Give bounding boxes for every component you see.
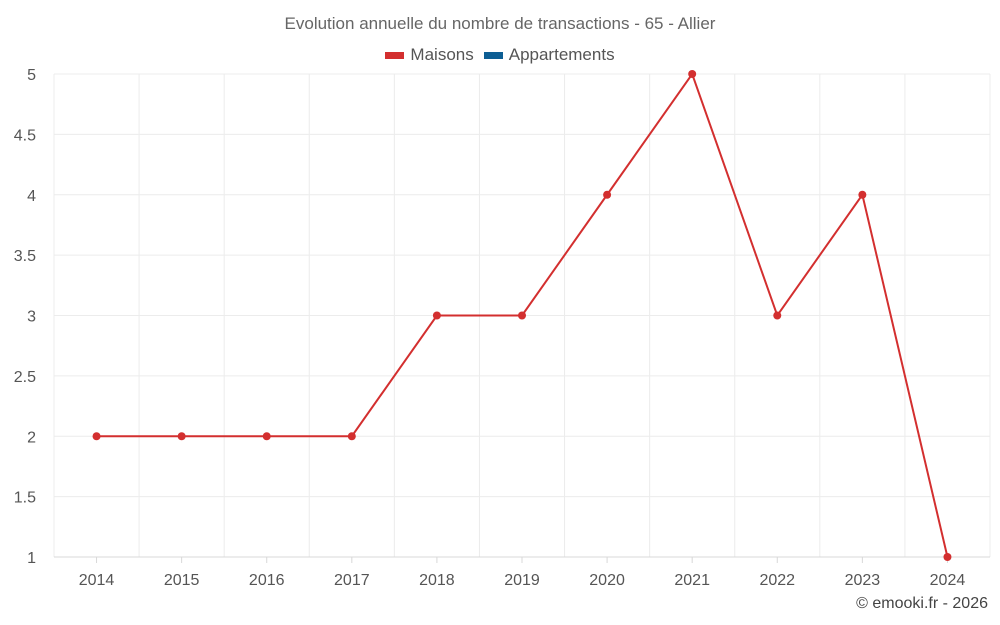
data-point bbox=[603, 190, 612, 199]
legend-label-appartements: Appartements bbox=[508, 45, 615, 64]
legend-swatch-appartements bbox=[483, 51, 503, 59]
y-tick-label: 2.5 bbox=[14, 369, 36, 386]
data-point bbox=[262, 432, 271, 441]
y-tick-label: 2 bbox=[27, 429, 36, 446]
y-tick-label: 5 bbox=[27, 67, 36, 84]
x-tick-label: 2023 bbox=[845, 572, 881, 589]
data-point bbox=[518, 311, 526, 320]
legend-item-maisons[interactable]: Maisons bbox=[385, 45, 474, 65]
x-tick-label: 2016 bbox=[249, 572, 285, 589]
legend: Maisons Appartements bbox=[0, 45, 1000, 65]
copyright-footer: © emooki.fr - 2026 bbox=[856, 595, 988, 612]
chart-title: Evolution annuelle du nombre de transact… bbox=[284, 14, 716, 33]
legend-swatch-maisons bbox=[385, 51, 405, 59]
y-tick-label: 1 bbox=[27, 550, 36, 567]
legend-label-maisons: Maisons bbox=[410, 45, 474, 64]
x-tick-label: 2019 bbox=[504, 572, 540, 589]
y-tick-label: 3.5 bbox=[14, 248, 36, 265]
data-point bbox=[773, 311, 782, 320]
data-point bbox=[347, 432, 356, 441]
data-point bbox=[688, 70, 697, 78]
data-point bbox=[858, 190, 867, 199]
x-tick-label: 2014 bbox=[79, 572, 115, 589]
x-tick-label: 2022 bbox=[759, 572, 795, 589]
data-point bbox=[943, 553, 952, 561]
x-tick-label: 2018 bbox=[419, 572, 455, 589]
x-tick-label: 2015 bbox=[164, 572, 200, 589]
data-point bbox=[92, 432, 101, 441]
y-tick-label: 4 bbox=[27, 188, 36, 205]
x-tick-label: 2021 bbox=[674, 572, 710, 589]
x-tick-label: 2020 bbox=[589, 572, 625, 589]
y-tick-label: 3 bbox=[27, 309, 36, 326]
legend-item-appartements[interactable]: Appartements bbox=[483, 45, 615, 65]
y-tick-label: 4.5 bbox=[14, 127, 36, 144]
x-tick-label: 2024 bbox=[930, 572, 966, 589]
x-tick-label: 2017 bbox=[334, 572, 370, 589]
data-point bbox=[177, 432, 186, 441]
data-point bbox=[432, 311, 441, 320]
y-tick-label: 1.5 bbox=[14, 490, 36, 507]
